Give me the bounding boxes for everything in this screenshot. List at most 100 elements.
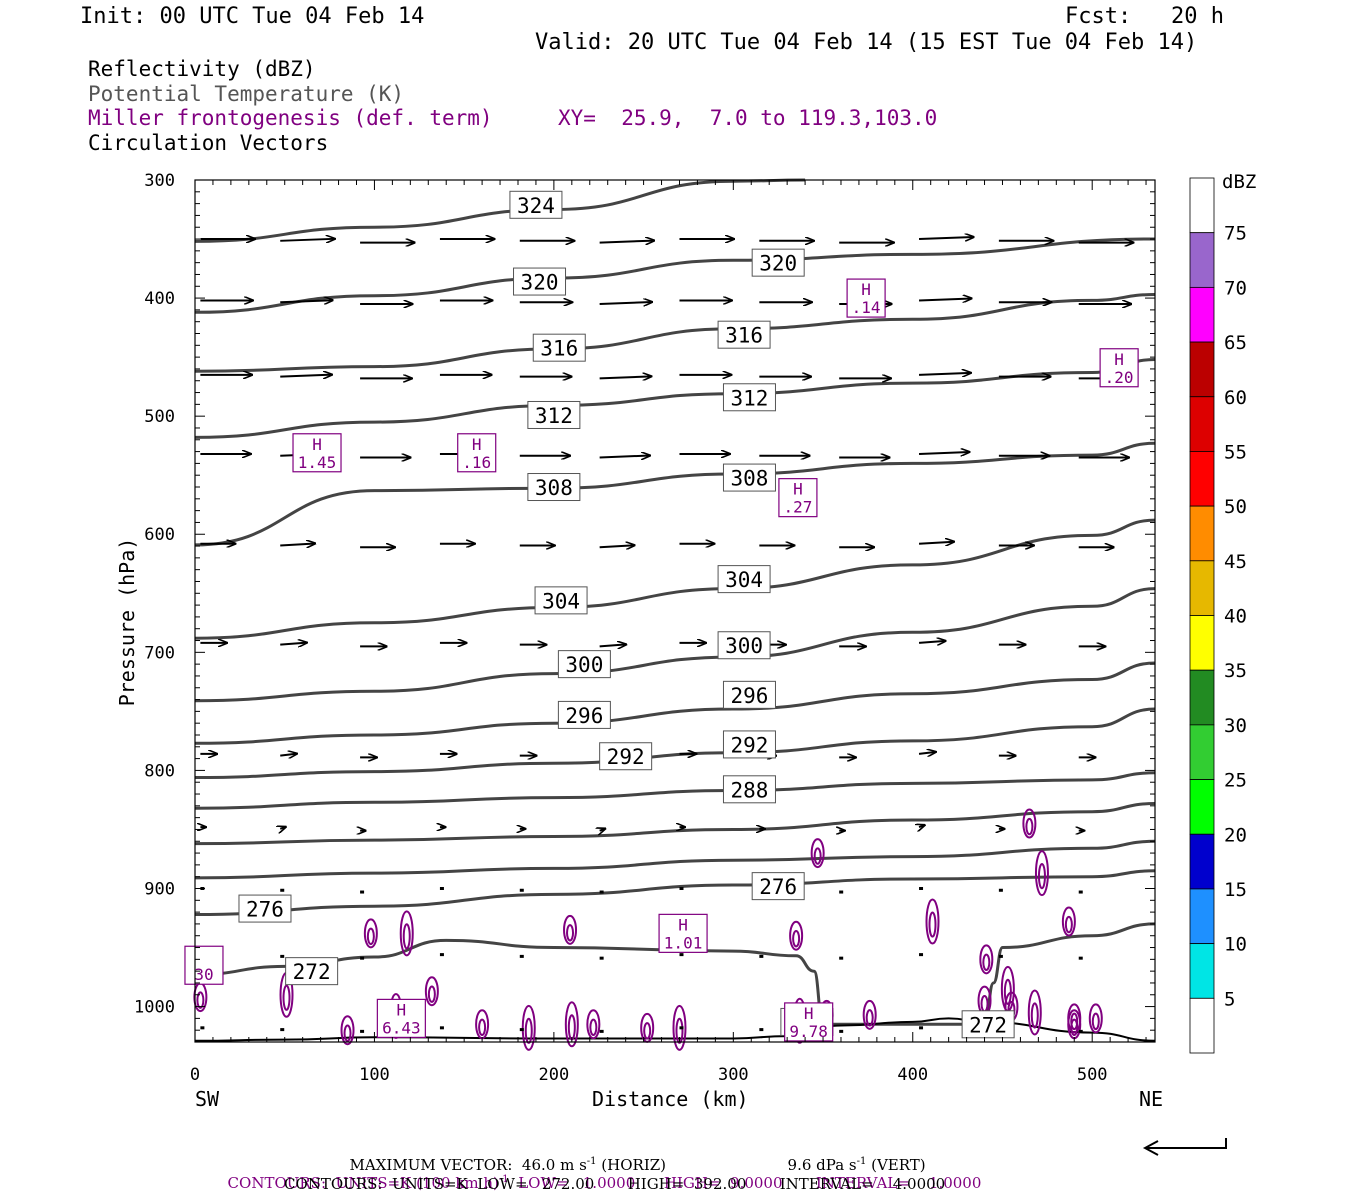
y-tick-label: 300 [144, 171, 175, 191]
theta-contour-312 [194, 358, 1156, 439]
theta-label-box [717, 320, 771, 349]
colorbar-label: 15 [1224, 879, 1247, 901]
theta-contour-272 [194, 922, 1156, 1026]
fronto-max-box [784, 1002, 834, 1042]
fronto-max-value: .14 [852, 298, 881, 317]
fronto-max-letter: H [793, 480, 803, 499]
fronto-contour [1034, 850, 1049, 897]
circulation-vector [600, 829, 606, 831]
theta-label: 296 [730, 684, 768, 708]
fronto-max-box [184, 945, 224, 985]
legend-xy: XY= 25.9, 7.0 to 119.3,103.0 [558, 106, 938, 130]
fronto-max-letter: H [472, 435, 482, 454]
circulation-vector [280, 754, 297, 756]
circulation-vector [919, 825, 925, 827]
theta-label-box [961, 1010, 1015, 1039]
fronto-contour-inner [980, 994, 989, 1013]
y-tick-label: 500 [144, 407, 175, 427]
theta-label: 304 [542, 589, 580, 613]
colorbar-segment [1189, 943, 1215, 999]
colorbar-segment [1189, 341, 1215, 398]
circulation-vector [599, 455, 650, 457]
circulation-vector [918, 452, 969, 454]
circulation-vector-dot [439, 886, 444, 890]
circulation-vector-dot [519, 1028, 524, 1032]
fronto-contour-inner [1003, 978, 1012, 1005]
theta-label: 292 [607, 745, 645, 769]
circulation-vector [918, 298, 972, 300]
fronto-max-box [778, 478, 818, 518]
circulation-vector-dot [519, 888, 524, 892]
x-tick-label: 0 [190, 1065, 200, 1085]
circulation-vector-dot [839, 890, 844, 894]
fronto-max-box [292, 433, 342, 473]
colorbar-label: 30 [1224, 715, 1247, 737]
fronto-contour-inner [1064, 915, 1073, 934]
theta-label: 316 [540, 337, 578, 361]
x-tick-label: 300 [718, 1065, 749, 1085]
colorbar-segment [1189, 888, 1215, 945]
footer-fronto-b: LOW= 1.0000 HIGH= 9.0000 INTERVAL= 1.000… [508, 1174, 982, 1192]
fronto-contour-inner [865, 1009, 874, 1027]
circulation-vector-dot [599, 956, 604, 960]
fronto-max-box [457, 433, 497, 473]
fronto-max-letter: H [861, 280, 871, 299]
circulation-vector [599, 302, 653, 304]
footer-max-vector-vert: 9.6 dPa s-1 (VERT) [778, 1138, 926, 1174]
circulation-vector-dot [1078, 890, 1083, 894]
fronto-max-box [1099, 348, 1139, 388]
colorbar-label: 20 [1224, 824, 1247, 846]
fronto-contour [1061, 906, 1076, 937]
legend-frontogenesis: Miller frontogenesis (def. term) [88, 106, 493, 130]
fronto-contour-inner [1030, 1002, 1039, 1029]
theta-label: 312 [730, 386, 768, 410]
circulation-vector-dot [360, 1029, 365, 1033]
fronto-contour-inner [1037, 863, 1046, 890]
fronto-max-box [846, 278, 886, 318]
fronto-contour [789, 920, 804, 951]
fronto-max-letter: H [804, 1004, 814, 1023]
footer-vert-text: 9.6 dPa s [787, 1156, 857, 1174]
colorbar-label: 55 [1224, 441, 1247, 463]
y-tick-label: 1000 [134, 998, 175, 1018]
fronto-contour [672, 1004, 687, 1051]
colorbar-segment [1189, 232, 1215, 288]
fronto-contour [586, 1009, 601, 1040]
theta-label-box [717, 631, 771, 660]
x-tick-label: 100 [359, 1065, 390, 1085]
circulation-vector-dot [599, 1029, 604, 1033]
circulation-vector-dot [919, 886, 924, 890]
fronto-contour-inner [567, 1014, 576, 1041]
colorbar-label: 5 [1224, 988, 1235, 1010]
colorbar-unit: dBZ [1222, 171, 1256, 193]
circulation-vector [599, 644, 627, 646]
theta-label: 288 [730, 778, 768, 802]
fronto-contour-inner [478, 1018, 487, 1036]
y-tick-label: 900 [144, 879, 175, 899]
colorbar-segment [1189, 669, 1215, 726]
fronto-max-value: 30 [194, 965, 213, 984]
x-tick-label: 500 [1077, 1065, 1108, 1085]
circulation-vector-dot [759, 954, 764, 958]
fronto-contour [340, 1015, 355, 1046]
circulation-vector [918, 641, 946, 643]
circulation-vector [280, 300, 333, 302]
plot-frame [194, 179, 1156, 1043]
colorbar-label: 60 [1224, 387, 1247, 409]
theta-label-box [722, 730, 776, 759]
fronto-max-value: .20 [1105, 368, 1134, 387]
footer-max-vector-sup: -1 [586, 1156, 597, 1167]
circulation-vector [919, 237, 974, 239]
circulation-vector [280, 827, 286, 829]
fronto-max-letter: H [312, 435, 322, 454]
valid-time: Valid: 20 UTC Tue 04 Feb 14 (15 EST Tue … [535, 30, 1198, 55]
theta-label-box [509, 190, 563, 219]
colorbar-label: 35 [1224, 660, 1247, 682]
theta-label-box [285, 957, 339, 986]
circulation-vector-dot [280, 888, 285, 892]
theta-label-box [751, 248, 805, 277]
circulation-vector [280, 643, 307, 645]
footer-max-vector-horiz: (HORIZ) [596, 1156, 667, 1174]
colorbar-segment [1189, 396, 1215, 452]
theta-label-box [532, 333, 586, 362]
